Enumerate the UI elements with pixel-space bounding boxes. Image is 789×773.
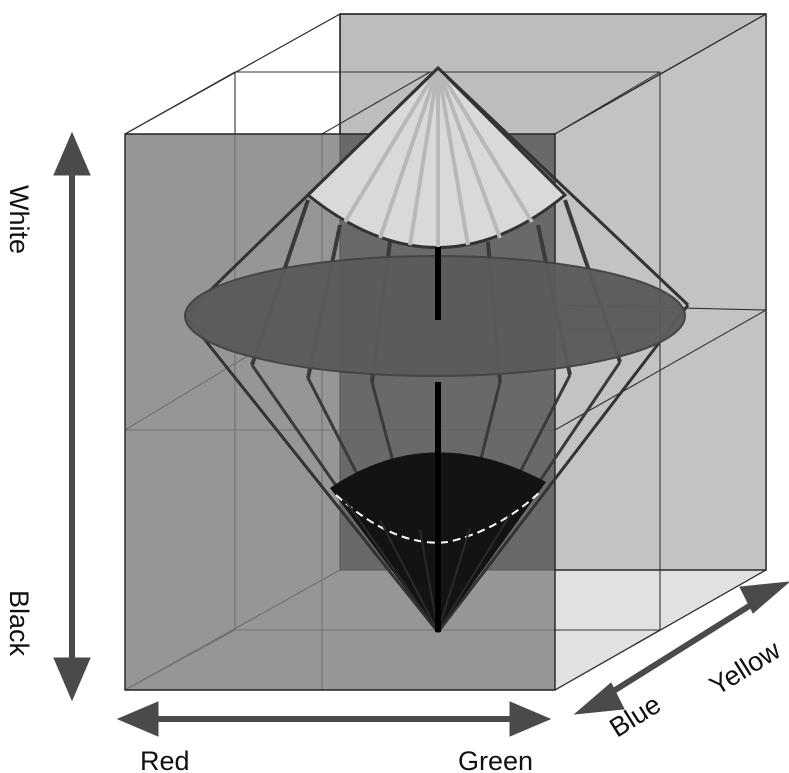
top-cap-ribs bbox=[343, 66, 534, 247]
bottom-cap-dashed-edge bbox=[335, 489, 543, 544]
yellow-label: Yellow bbox=[704, 635, 786, 702]
green-label: Green bbox=[458, 746, 533, 773]
double-cone bbox=[183, 65, 690, 633]
red-label: Red bbox=[140, 746, 190, 773]
black-label: Black bbox=[4, 590, 34, 657]
cone-silhouette bbox=[183, 66, 690, 633]
white-black-arrow bbox=[53, 131, 91, 702]
red-green-arrow bbox=[116, 701, 552, 737]
blue-yellow-arrow bbox=[573, 581, 789, 715]
white-label: White bbox=[4, 185, 34, 254]
